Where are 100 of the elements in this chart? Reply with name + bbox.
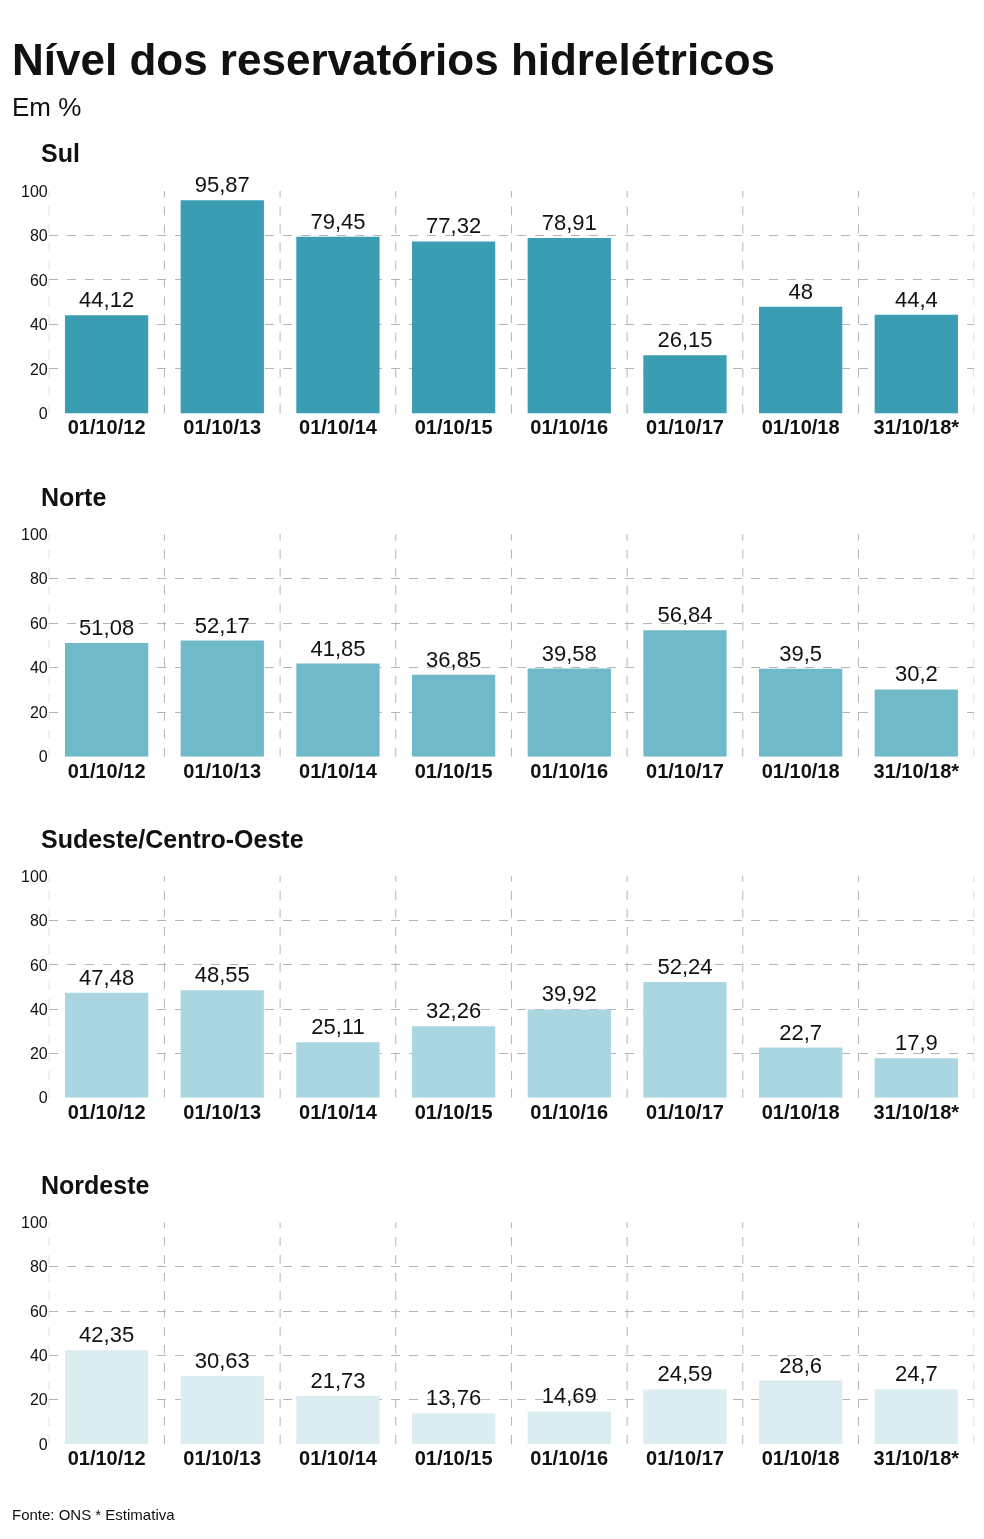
data-label: 41,85 (310, 635, 366, 661)
data-label: 56,84 (657, 602, 713, 628)
bar (64, 315, 149, 414)
x-tick-label: 01/10/14 (299, 1446, 378, 1469)
x-tick-label: 01/10/18 (761, 1100, 840, 1123)
data-label: 28,6 (779, 1352, 823, 1378)
x-tick-label: 01/10/18 (761, 416, 840, 439)
y-tick-label: 20 (29, 703, 48, 721)
bar (527, 668, 611, 757)
x-tick-label: 01/10/16 (530, 1100, 609, 1123)
x-tick-label: 01/10/17 (646, 759, 724, 782)
text: Sudeste/Centro-Oeste (41, 825, 304, 853)
data-label: 48,55 (194, 962, 250, 988)
x-tick-label: 31/10/18* (873, 416, 960, 439)
data-label: 21,73 (310, 1367, 366, 1393)
bar (296, 663, 380, 757)
y-tick-label: 20 (29, 1045, 48, 1063)
bar (643, 355, 727, 414)
x-tick-label: 31/10/18* (873, 759, 960, 782)
y-tick-label: 100 (21, 867, 48, 885)
y-tick-label: 60 (29, 956, 48, 974)
y-tick-label: 0 (38, 405, 48, 423)
data-label: 14,69 (541, 1383, 597, 1409)
x-tick-label: 01/10/12 (67, 416, 146, 439)
bar (180, 200, 264, 414)
data-label: 25,11 (311, 1014, 365, 1040)
x-tick-label: 01/10/17 (646, 416, 724, 439)
bar (64, 1350, 149, 1444)
chart-title: Nível dos reservatórios hidrelétricos (12, 35, 775, 84)
bar (527, 237, 611, 414)
bar (180, 1376, 264, 1444)
y-tick-label: 60 (29, 614, 48, 632)
text: Sul (41, 139, 80, 167)
x-tick-label: 01/10/17 (646, 1100, 724, 1123)
y-tick-label: 0 (38, 748, 48, 766)
x-tick-label: 01/10/13 (183, 759, 262, 782)
data-label: 52,24 (657, 954, 713, 980)
y-tick-label: 80 (29, 227, 48, 245)
bar (874, 1389, 958, 1444)
data-label: 52,17 (194, 612, 250, 638)
x-tick-label: 01/10/16 (530, 759, 609, 782)
data-label: 39,92 (541, 981, 597, 1007)
data-label: 44,12 (79, 287, 135, 313)
x-tick-label: 01/10/12 (67, 1100, 146, 1123)
y-tick-label: 40 (29, 316, 48, 334)
bar (874, 1058, 958, 1098)
x-tick-label: 31/10/18* (873, 1100, 960, 1123)
data-label: 95,87 (194, 172, 250, 198)
data-label: 24,7 (894, 1361, 938, 1387)
bar (874, 689, 958, 757)
data-label: 79,45 (310, 208, 366, 234)
x-tick-label: 01/10/18 (761, 1446, 840, 1469)
y-tick-label: 80 (29, 570, 48, 588)
bar (759, 668, 843, 757)
bar (411, 241, 496, 414)
bar (643, 982, 727, 1098)
data-label: 39,58 (541, 640, 597, 666)
data-label: 30,63 (194, 1348, 250, 1374)
bar (180, 990, 264, 1098)
x-tick-label: 01/10/12 (67, 759, 146, 782)
x-tick-label: 01/10/15 (414, 1446, 493, 1469)
bar (643, 1389, 727, 1444)
bar (759, 306, 843, 414)
data-label: 44,4 (894, 286, 938, 312)
data-label: 32,26 (426, 998, 482, 1024)
data-label: 17,9 (894, 1030, 938, 1056)
y-tick-label: 0 (38, 1435, 48, 1453)
y-tick-label: 100 (21, 182, 48, 200)
y-tick-label: 40 (29, 1346, 48, 1364)
y-tick-label: 60 (29, 271, 48, 289)
data-label: 78,91 (541, 209, 597, 235)
bar (411, 674, 496, 757)
data-label: 13,76 (426, 1385, 482, 1411)
text: Nordeste (41, 1171, 150, 1199)
x-tick-label: 01/10/15 (414, 759, 493, 782)
y-tick-label: 60 (29, 1302, 48, 1320)
y-tick-label: 20 (29, 360, 48, 378)
bar (64, 642, 149, 757)
x-tick-label: 01/10/16 (530, 416, 609, 439)
bar (296, 1042, 380, 1098)
x-tick-label: 01/10/14 (299, 759, 378, 782)
data-label: 22,7 (779, 1019, 823, 1045)
bar (643, 630, 727, 757)
x-tick-label: 01/10/16 (530, 1446, 609, 1469)
x-tick-label: 01/10/14 (299, 416, 378, 439)
bar (759, 1047, 843, 1098)
bar (64, 992, 149, 1098)
bar (759, 1380, 843, 1444)
y-tick-label: 0 (38, 1089, 48, 1107)
x-tick-label: 31/10/18* (873, 1446, 960, 1469)
bar (527, 1411, 611, 1444)
data-label: 39,5 (779, 640, 823, 666)
x-tick-label: 01/10/13 (183, 1446, 262, 1469)
bar (411, 1413, 496, 1444)
y-tick-label: 100 (21, 525, 48, 543)
data-label: 47,48 (79, 964, 135, 990)
x-tick-label: 01/10/12 (67, 1446, 146, 1469)
y-tick-label: 80 (29, 912, 48, 930)
x-tick-label: 01/10/15 (414, 416, 493, 439)
source-note: Fonte: ONS * Estimativa (12, 1506, 176, 1523)
